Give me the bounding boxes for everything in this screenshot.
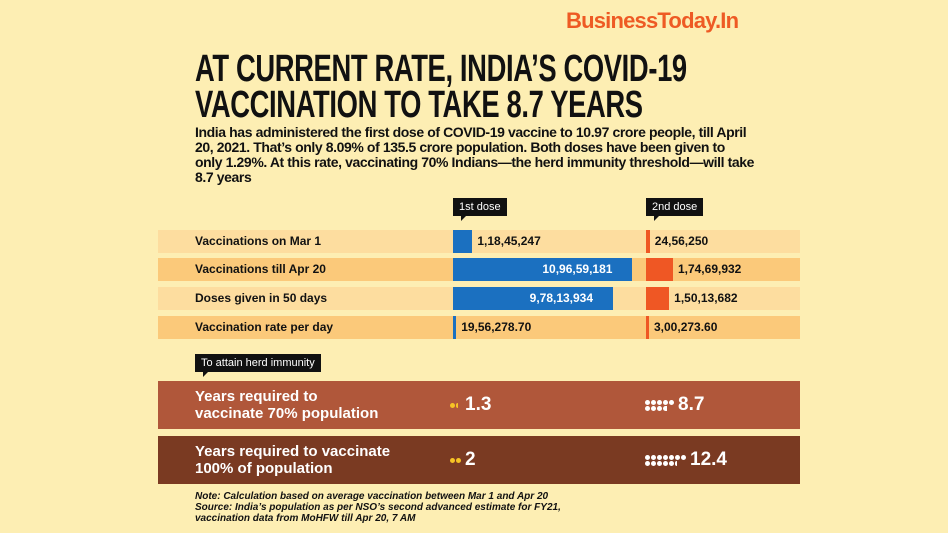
year-dot-icon xyxy=(657,405,662,411)
year-dot-icon xyxy=(663,460,668,466)
note-line: Note: Calculation based on average vacci… xyxy=(195,491,549,502)
source-line: Source: India’s population as per NSO’s … xyxy=(195,502,561,513)
label-line: vaccinate 70% population xyxy=(195,405,379,422)
second-dose-bar xyxy=(646,258,673,281)
year-dot-icon xyxy=(450,402,455,408)
second-dose-value: 1,74,69,932 xyxy=(677,262,742,276)
year-dot-icon xyxy=(651,405,656,411)
legend-second-dose: 2nd dose xyxy=(646,198,704,221)
row-label: Vaccination rate per day xyxy=(195,320,334,334)
year-dot-icon xyxy=(657,399,662,405)
second-dose-years: 8.7 xyxy=(645,394,704,416)
table-row: Doses given in 50 days 9,78,13,934 1,50,13… xyxy=(158,287,800,310)
year-dot-icon xyxy=(456,457,461,463)
first-dose-years: 2 xyxy=(450,449,476,471)
first-dose-bar xyxy=(453,287,614,310)
first-dose-value: 19,56,278.70 xyxy=(461,320,532,334)
herd-tag: To attain herd immunity xyxy=(195,354,321,377)
second-dose-bar xyxy=(646,287,670,310)
year-dot-icon xyxy=(663,454,668,460)
label-line: 100% of population xyxy=(195,460,333,477)
headline-line-1: AT CURRENT RATE, INDIA’S COVID-19 xyxy=(195,48,687,90)
year-dot-icon xyxy=(663,405,667,411)
source-line: vaccination data from MoHFW till Apr 20,… xyxy=(195,513,416,524)
table-row: Vaccinations on Mar 1 1,18,45,247 24,56,25… xyxy=(158,230,800,253)
footnotes: Note: Calculation based on average vacci… xyxy=(195,491,561,524)
second-dose-years: 12.4 xyxy=(645,449,727,471)
year-dot-icon xyxy=(651,460,656,466)
year-dot-icon xyxy=(456,402,458,408)
herd-row-label: Years required to vaccinate 70% populatio… xyxy=(195,388,378,422)
year-dot-icon xyxy=(663,399,668,405)
year-dot-icon xyxy=(675,454,680,460)
year-dot-icon xyxy=(651,454,656,460)
herd-row-label: Years required to vaccinate 100% of popul… xyxy=(195,443,390,477)
second-dose-value: 1,50,13,682 xyxy=(674,291,738,305)
first-dose-value: 1,18,45,247 xyxy=(477,234,541,248)
second-dose-value: 24,56,250 xyxy=(654,234,709,248)
second-dose-value: 3,00,273.60 xyxy=(654,320,718,334)
year-dot-icon xyxy=(645,460,650,466)
intro-text: India has administered the first dose of… xyxy=(195,124,755,185)
year-dot-icon xyxy=(645,405,650,411)
year-dot-icon xyxy=(645,399,650,405)
year-dot-icon xyxy=(669,460,674,466)
first-dose-bar xyxy=(453,258,633,281)
years-value: 8.7 xyxy=(678,394,705,415)
second-dose-bar xyxy=(646,316,649,339)
row-label: Vaccinations on Mar 1 xyxy=(195,234,322,248)
first-dose-bar xyxy=(453,316,457,339)
row-label: Vaccinations till Apr 20 xyxy=(195,262,326,276)
first-dose-value: 9,78,13,934 xyxy=(529,291,594,305)
herd-row: Years required to vaccinate 70% populatio… xyxy=(158,381,800,429)
year-dot-icon xyxy=(657,454,662,460)
years-value: 1.3 xyxy=(465,394,492,415)
first-dose-value: 10,96,59,181 xyxy=(542,262,613,276)
legend-first-dose: 1st dose xyxy=(453,198,507,221)
first-dose-years: 1.3 xyxy=(450,394,491,416)
year-dot-icon xyxy=(681,454,686,460)
label-line: Years required to xyxy=(195,388,318,405)
headline-line-2: VACCINATION TO TAKE 8.7 YEARS xyxy=(195,84,643,126)
year-dot-icon xyxy=(669,454,674,460)
brand-logo: BusinessToday.In xyxy=(566,8,739,33)
label-line: Years required to vaccinate xyxy=(195,443,391,460)
table-row: Vaccinations till Apr 20 10,96,59,181 1,74… xyxy=(158,258,800,281)
row-label: Doses given in 50 days xyxy=(195,291,328,305)
herd-row: Years required to vaccinate 100% of popul… xyxy=(158,436,800,484)
second-dose-bar xyxy=(646,230,650,253)
year-dot-icon xyxy=(657,460,662,466)
years-value: 12.4 xyxy=(690,449,727,470)
year-dot-icon xyxy=(675,460,677,466)
year-dot-icon xyxy=(669,399,674,405)
first-dose-bar xyxy=(453,230,473,253)
year-dot-icon xyxy=(450,457,455,463)
year-dot-icon xyxy=(651,399,656,405)
years-value: 2 xyxy=(465,449,476,470)
table-row: Vaccination rate per day 19,56,278.70 3,00… xyxy=(158,316,800,339)
year-dot-icon xyxy=(645,454,650,460)
